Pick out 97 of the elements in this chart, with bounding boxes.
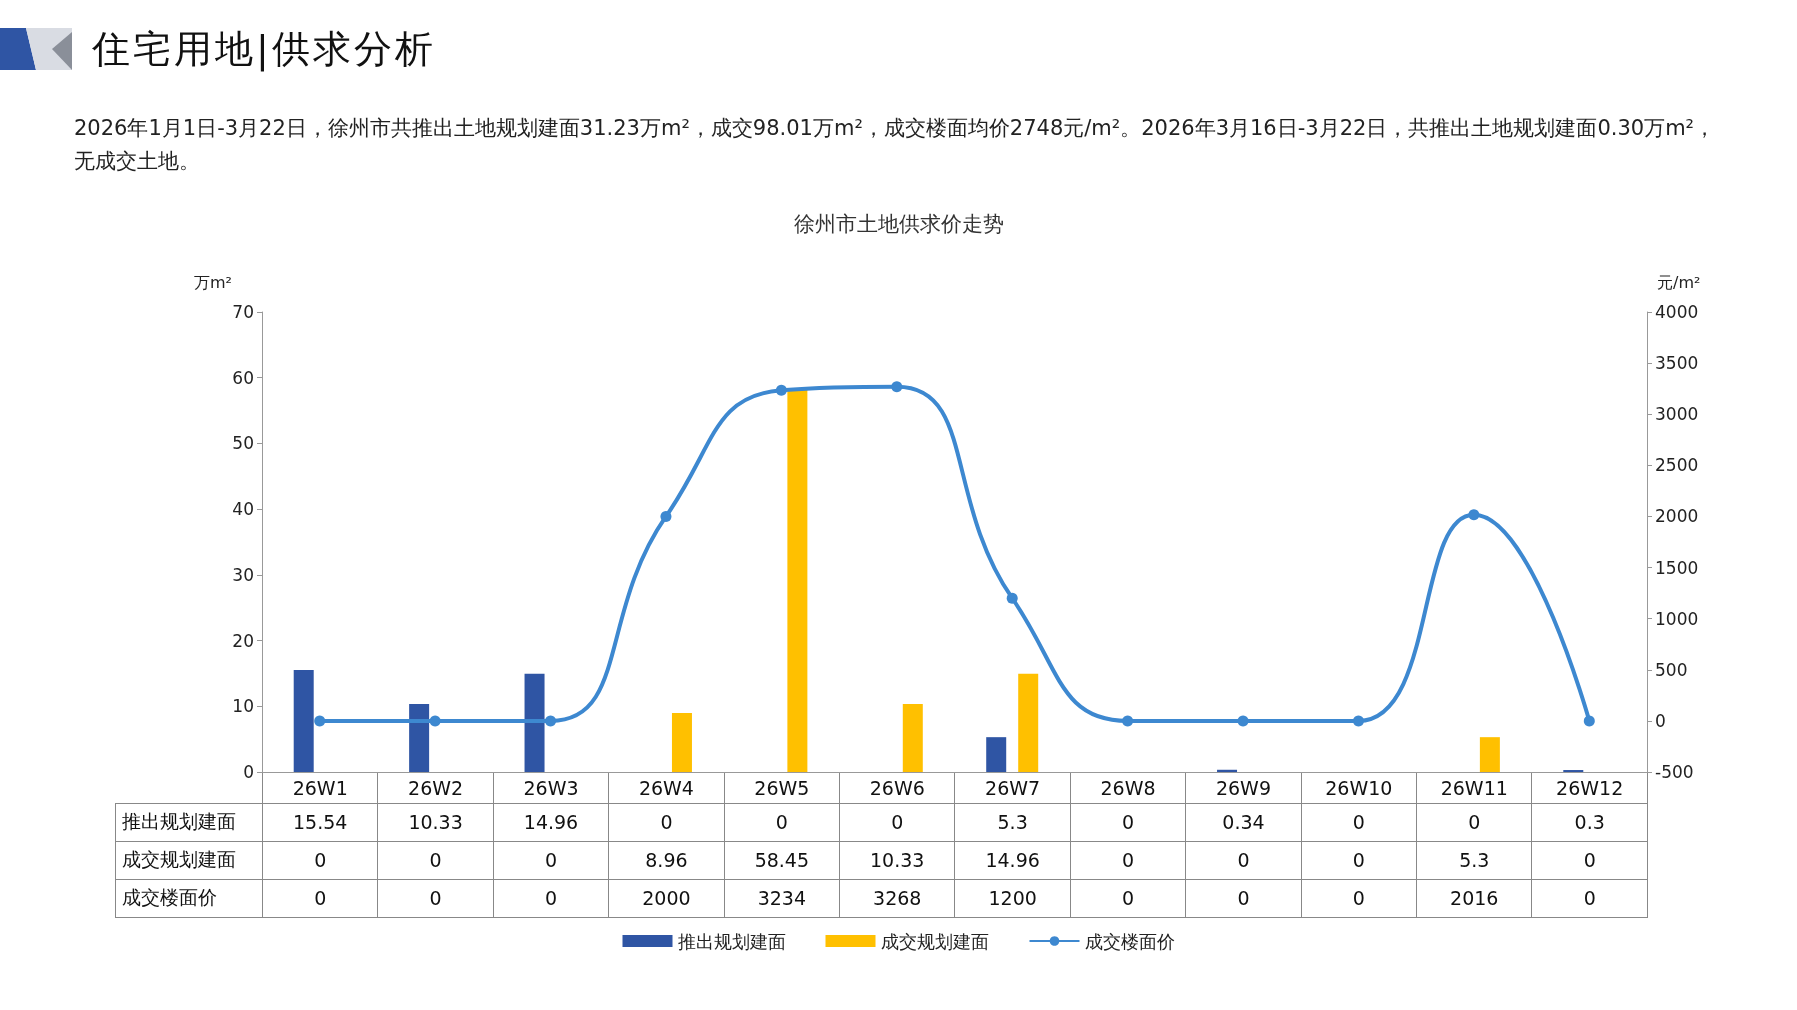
data-label: 0 <box>493 841 609 879</box>
data-label: 0 <box>839 803 955 841</box>
y-axis-title: 万m² <box>194 272 232 292</box>
point <box>1583 715 1595 727</box>
data-label: 8.96 <box>608 841 725 879</box>
y2-tick-label: 3000 <box>1655 404 1699 425</box>
point <box>429 715 441 727</box>
data-label: 3268 <box>839 879 955 917</box>
x-tick-label: 26W3 <box>493 773 609 803</box>
data-label: 14.96 <box>954 841 1071 879</box>
data-label: 0.34 <box>1185 803 1302 841</box>
point <box>775 384 787 396</box>
data-label: 0 <box>608 803 725 841</box>
text: 住宅用地|供求分析 <box>92 26 436 74</box>
y2-tick-label: 2000 <box>1655 506 1699 527</box>
data-label: 0.3 <box>1531 803 1648 841</box>
x-tick-label: 26W9 <box>1185 773 1302 803</box>
data-label: 0 <box>1531 841 1648 879</box>
y2-tick-label: -500 <box>1655 762 1694 782</box>
point <box>1237 715 1249 727</box>
x-tick-label: 26W6 <box>839 773 955 803</box>
x-tick-label: 26W7 <box>954 773 1071 803</box>
data-label: 0 <box>1301 879 1417 917</box>
data-label: 10.33 <box>839 841 955 879</box>
data-label: 14.96 <box>493 803 609 841</box>
data-label: 5.3 <box>1416 841 1532 879</box>
data-label: 0 <box>1531 879 1648 917</box>
bar <box>293 669 314 772</box>
bar <box>1479 737 1500 772</box>
bar <box>1018 673 1039 772</box>
legend-label: 成交规划建面 <box>880 930 989 952</box>
data-label: 0 <box>1070 841 1186 879</box>
data-label: 0 <box>1416 803 1532 841</box>
data-label: 58.45 <box>724 841 840 879</box>
data-label: 0 <box>724 803 840 841</box>
y2-tick-label: 1500 <box>1655 557 1699 578</box>
y-tick-label: 0 <box>243 762 254 782</box>
x-tick-label: 26W4 <box>608 773 725 803</box>
point <box>1468 509 1480 521</box>
x-tick-label: 26W5 <box>724 773 840 803</box>
data-label: 0 <box>1301 803 1417 841</box>
y-tick-label: 70 <box>232 302 254 322</box>
x-tick-label: 26W2 <box>377 773 494 803</box>
y2-tick-label: 4000 <box>1655 302 1699 322</box>
legend-label: 推出规划建面 <box>677 930 786 952</box>
point <box>545 715 557 727</box>
y2-tick-label: 3500 <box>1655 353 1699 374</box>
y-tick-label: 50 <box>232 433 254 454</box>
data-label: 15.54 <box>262 803 378 841</box>
data-label: 3234 <box>724 879 840 917</box>
point <box>1122 715 1134 727</box>
y2-tick-label: 2500 <box>1655 455 1699 476</box>
bar <box>902 704 923 772</box>
chart-title: 徐州市土地供求价走势 <box>793 211 1004 236</box>
data-label: 0 <box>262 879 378 917</box>
legend-label: 成交楼面价 <box>1084 930 1175 952</box>
text: 成交规划建面 <box>122 848 236 870</box>
y2-axis-title: 元/m² <box>1657 272 1701 292</box>
data-label: 0 <box>493 879 609 917</box>
y-tick-label: 30 <box>232 564 254 585</box>
data-label: 0 <box>1070 879 1186 917</box>
point <box>660 510 672 522</box>
data-label: 2016 <box>1416 879 1532 917</box>
bar <box>409 704 430 772</box>
point <box>314 715 326 727</box>
y-tick-label: 20 <box>232 630 254 651</box>
x-tick-label: 26W8 <box>1070 773 1186 803</box>
data-label: 2000 <box>608 879 725 917</box>
text: 成交楼面价 <box>122 886 217 908</box>
bar <box>671 713 692 772</box>
text: 2026年1月1日-3月22日，徐州市共推出土地规划建面31.23万m²，成交98.01万m²，成交楼面均价2748元/m²。2026年3月16日-3月22日，共推出土地规划建面0.30万m²，无成交土地。 <box>74 115 1717 175</box>
data-label: 0 <box>1185 841 1302 879</box>
text: 推出规划建面 <box>122 810 236 832</box>
x-tick-label: 26W12 <box>1531 773 1648 803</box>
point <box>1006 592 1018 604</box>
data-label: 0 <box>377 879 494 917</box>
y-tick-label: 40 <box>232 499 254 520</box>
data-label: 0 <box>1185 879 1302 917</box>
data-label: 0 <box>377 841 494 879</box>
y-tick-label: 10 <box>232 696 254 717</box>
data-label: 10.33 <box>377 803 494 841</box>
bar <box>524 673 545 772</box>
x-tick-label: 26W1 <box>262 773 378 803</box>
data-label: 0 <box>262 841 378 879</box>
data-label: 0 <box>1070 803 1186 841</box>
point <box>891 381 903 393</box>
y2-tick-label: 500 <box>1655 659 1688 680</box>
y2-tick-label: 0 <box>1655 710 1666 731</box>
data-label: 5.3 <box>954 803 1071 841</box>
y-tick-label: 60 <box>232 367 254 388</box>
data-label: 0 <box>1301 841 1417 879</box>
y2-tick-label: 1000 <box>1655 608 1699 629</box>
x-tick-label: 26W11 <box>1416 773 1532 803</box>
point <box>1352 715 1364 727</box>
data-label: 1200 <box>954 879 1071 917</box>
bar <box>986 737 1007 772</box>
x-tick-label: 26W10 <box>1301 773 1417 803</box>
